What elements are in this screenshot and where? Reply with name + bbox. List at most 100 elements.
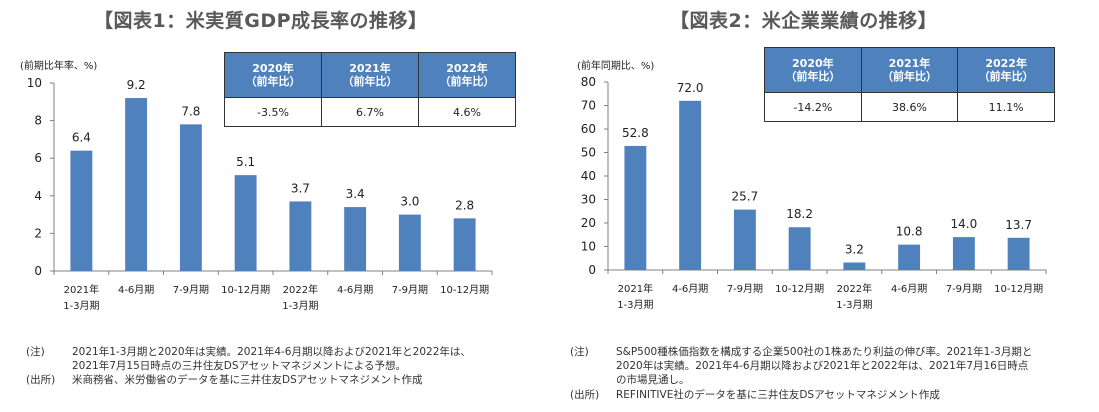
- source-text: 米商務省、米労働省のデータを基に三井住友DSアセットマネジメント作成: [72, 374, 423, 386]
- header-2021: 2021年 （前年比）: [321, 52, 419, 98]
- y-tick-label: 60: [581, 122, 596, 136]
- source-text: REFINITIVE社のデータを基に三井住友DSアセットマネジメント作成: [616, 389, 940, 401]
- y-tick-label: 30: [581, 193, 596, 207]
- source-label: (出所): [570, 389, 600, 401]
- y-tick-label: 4: [34, 189, 42, 203]
- bar: [952, 237, 975, 270]
- y-tick-label: 80: [581, 75, 596, 89]
- chart1-summary-table: 2020年 （前年比） 2021年 （前年比） 2022年 （前年比） -3.5% 6…: [224, 52, 516, 127]
- value-2022: 4.6%: [418, 97, 516, 127]
- x-tick-label: 4-6月期: [337, 284, 373, 296]
- summary-header-row: 2020年 （前年比） 2021年 （前年比） 2022年 （前年比）: [764, 47, 1055, 93]
- header-2022: 2022年 （前年比）: [418, 52, 516, 98]
- x-tick-label: 2022年: [837, 282, 872, 295]
- data-label: 2.8: [455, 198, 474, 212]
- y-tick-label: 40: [581, 169, 596, 183]
- y-tick-label: 10: [581, 240, 596, 254]
- bar: [398, 214, 421, 271]
- data-label: 5.1: [236, 155, 255, 169]
- bar: [733, 209, 756, 270]
- data-label: 6.4: [72, 131, 91, 145]
- y-tick-label: 8: [34, 114, 42, 128]
- data-label: 3.7: [291, 181, 310, 195]
- note-label: (注): [570, 346, 589, 358]
- note-line: S&P500種株価指数を構成する企業500社の1株あたり利益の伸び率。2021年…: [616, 346, 1033, 358]
- note-line: の市場見通し。: [616, 374, 690, 386]
- chart2-footnotes: (注) S&P500種株価指数を構成する企業500社の1株あたり利益の伸び率。2…: [570, 345, 1090, 405]
- data-label: 25.7: [732, 190, 759, 204]
- note-line: 2021年1-3月期と2020年は実績。2021年4-6月期以降および2021年…: [72, 346, 471, 358]
- x-tick-label: 10-12月期: [994, 283, 1043, 295]
- x-tick-label: 1-3月期: [63, 300, 99, 312]
- data-label: 3.4: [346, 187, 365, 201]
- x-tick-label: 2022年: [283, 283, 318, 296]
- x-tick-label: 7-9月期: [946, 283, 982, 295]
- bar: [624, 145, 647, 270]
- x-tick-label: 1-3月期: [617, 299, 653, 311]
- data-label: 18.2: [786, 207, 813, 221]
- chart2-earnings-bar-chart: 0 10 20 30 40 50 60 70 80 52.8 2021年 1-3月期 72.0 4-6月期…: [581, 75, 1047, 311]
- note-line: 2020年は実績。2021年4-6月期以降および2021年と2022年は、202…: [616, 360, 1029, 372]
- bar: [289, 201, 312, 271]
- note-line: 2021年7月15日時点の三井住友DSアセットマネジメントによる予想。: [72, 360, 406, 372]
- y-tick-label: 0: [588, 263, 596, 277]
- y-tick-label: 0: [34, 264, 42, 278]
- header-2022: 2022年 （前年比）: [957, 47, 1055, 93]
- data-label: 10.8: [896, 225, 923, 239]
- x-tick-label: 7-9月期: [173, 284, 209, 296]
- x-tick-label: 2021年: [64, 283, 99, 296]
- bar: [679, 100, 702, 270]
- y-tick-label: 2: [34, 226, 42, 240]
- x-tick-label: 4-6月期: [672, 283, 708, 295]
- x-tick-label: 7-9月期: [727, 283, 763, 295]
- header-2020: 2020年 （前年比）: [224, 52, 322, 98]
- x-tick-label: 1-3月期: [836, 299, 872, 311]
- data-label: 13.7: [1005, 218, 1032, 232]
- y-tick-label: 70: [581, 99, 596, 113]
- bar: [898, 244, 921, 270]
- bar: [788, 227, 811, 270]
- value-2020: -14.2%: [764, 92, 862, 122]
- bar: [179, 124, 202, 271]
- x-tick-label: 10-12月期: [221, 284, 270, 296]
- summary-value-row: -3.5% 6.7% 4.6%: [224, 97, 516, 127]
- chart2-y-axis-unit: (前年同期比、%): [577, 61, 655, 72]
- x-tick-label: 10-12月期: [440, 284, 489, 296]
- data-label: 7.8: [181, 104, 200, 118]
- data-label: 9.2: [127, 78, 146, 92]
- bar: [344, 207, 367, 271]
- y-tick-label: 10: [27, 76, 42, 90]
- x-tick-label: 4-6月期: [891, 283, 927, 295]
- bar: [453, 218, 476, 271]
- data-label: 52.8: [622, 126, 649, 140]
- x-tick-label: 2021年: [618, 282, 653, 295]
- data-label: 3.2: [845, 242, 864, 256]
- y-tick-label: 6: [34, 151, 42, 165]
- chart2-summary-table: 2020年 （前年比） 2021年 （前年比） 2022年 （前年比） -14.2% …: [764, 47, 1055, 122]
- bar: [234, 175, 257, 271]
- header-2021: 2021年 （前年比）: [860, 47, 959, 93]
- bar: [70, 150, 93, 271]
- y-tick-label: 20: [581, 216, 596, 230]
- value-2021: 6.7%: [321, 97, 419, 127]
- chart1-title: 【図表1：米実質GDP成長率の推移】: [94, 10, 428, 32]
- source-label: (出所): [26, 374, 56, 386]
- value-2020: -3.5%: [224, 97, 322, 127]
- data-label: 14.0: [951, 217, 978, 231]
- chart2-title: 【図表2：米企業業績の推移】: [670, 10, 938, 32]
- header-2020: 2020年 （前年比）: [764, 47, 862, 93]
- summary-header-row: 2020年 （前年比） 2021年 （前年比） 2022年 （前年比）: [224, 52, 516, 98]
- note-label: (注): [26, 346, 45, 358]
- x-tick-label: 4-6月期: [118, 284, 154, 296]
- chart1-y-axis-unit: (前期比年率、%): [20, 61, 98, 72]
- bar: [1007, 237, 1030, 270]
- chart1-gdp-bar-chart: 0 2 4 6 8 10 6.4 2021年 1-3月期 9.2 4-6月期 7.8 7-9月期 5.1 1…: [27, 76, 493, 312]
- data-label: 3.0: [400, 195, 419, 209]
- value-2021: 38.6%: [860, 92, 959, 122]
- y-tick-label: 50: [581, 146, 596, 160]
- x-tick-label: 1-3月期: [282, 300, 318, 312]
- summary-value-row: -14.2% 38.6% 11.1%: [764, 92, 1055, 122]
- value-2022: 11.1%: [957, 92, 1055, 122]
- bar: [843, 262, 866, 270]
- bar: [125, 98, 148, 271]
